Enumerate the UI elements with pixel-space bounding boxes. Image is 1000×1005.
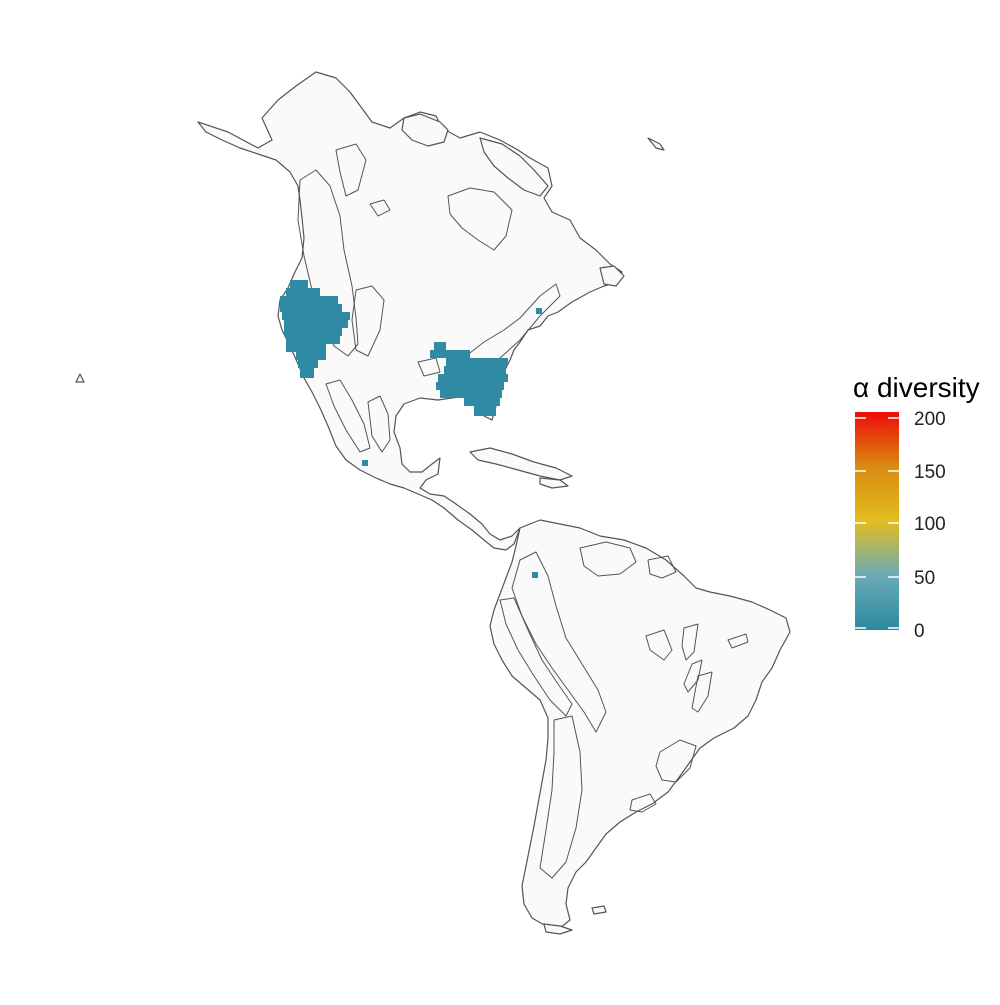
land-hawaii <box>75 373 85 383</box>
legend-tick-label: 150 <box>914 462 946 483</box>
diversity-cell <box>430 350 470 358</box>
region-cordillera-outline <box>297 169 359 357</box>
diversity-cell <box>440 390 502 398</box>
diversity-cell <box>446 358 508 366</box>
land-baffin-island <box>479 137 549 197</box>
diversity-cell <box>280 304 342 312</box>
diversity-cell <box>280 296 338 304</box>
diversity-cell <box>444 366 506 374</box>
diversity-cell <box>296 352 326 360</box>
diversity-cell <box>286 344 326 352</box>
region-mexican-plateau <box>367 395 391 453</box>
diversity-cell <box>286 288 320 296</box>
landmasses <box>75 71 791 935</box>
region-cerrado-1 <box>683 659 703 693</box>
land-falklands <box>591 905 607 915</box>
land-south-america <box>489 519 791 929</box>
land-newfoundland <box>599 265 625 287</box>
legend-tick-label: 100 <box>914 514 946 535</box>
diversity-cell <box>474 406 496 416</box>
land-cuba <box>469 447 573 481</box>
diversity-cell <box>284 320 348 328</box>
land-arctic-islands <box>401 113 449 147</box>
region-guiana-highlands <box>647 555 677 579</box>
legend-tick-label: 200 <box>914 409 946 430</box>
region-atlantic-forest <box>655 739 697 783</box>
diversity-cell <box>290 280 308 288</box>
diversity-cell <box>362 460 368 466</box>
region-great-plains <box>351 285 385 357</box>
region-pampas <box>629 793 657 813</box>
diversity-cell <box>536 308 542 314</box>
region-amazon-patch-3 <box>727 633 749 649</box>
land-greenland-tip <box>647 137 665 151</box>
region-andes-inner <box>499 597 573 717</box>
legend-tick-label: 0 <box>914 621 925 642</box>
legend-tick-label: 50 <box>914 568 935 589</box>
land-hispaniola <box>539 477 569 489</box>
diversity-cell <box>298 360 318 368</box>
diversity-cell <box>284 328 342 336</box>
region-cerrado-2 <box>691 671 713 713</box>
region-andes-south <box>539 715 583 879</box>
legend: α diversity 200 150 100 50 0 <box>853 372 980 642</box>
diversity-cell <box>282 312 350 320</box>
region-andes-outer <box>511 551 607 733</box>
diversity-cell <box>300 368 314 378</box>
region-llanos <box>579 541 637 577</box>
diversity-cell <box>438 374 508 382</box>
legend-title: α diversity <box>853 372 980 403</box>
land-tierra-del-fuego <box>543 923 573 935</box>
diversity-cell <box>436 382 504 390</box>
region-amazon-patch-2 <box>681 623 699 661</box>
region-hudson-bay <box>447 187 513 251</box>
legend-colorbar <box>855 412 899 630</box>
diversity-cells <box>280 280 542 578</box>
diversity-cell <box>286 336 340 344</box>
diversity-cell <box>464 398 500 406</box>
region-amazon-patch-1 <box>645 629 673 661</box>
region-great-lakes <box>417 357 441 377</box>
region-rocky-mountains <box>335 143 367 197</box>
diversity-cell <box>532 572 538 578</box>
diversity-cell <box>434 342 446 350</box>
region-lake-island <box>369 199 391 217</box>
region-sierra-madre <box>325 379 371 453</box>
